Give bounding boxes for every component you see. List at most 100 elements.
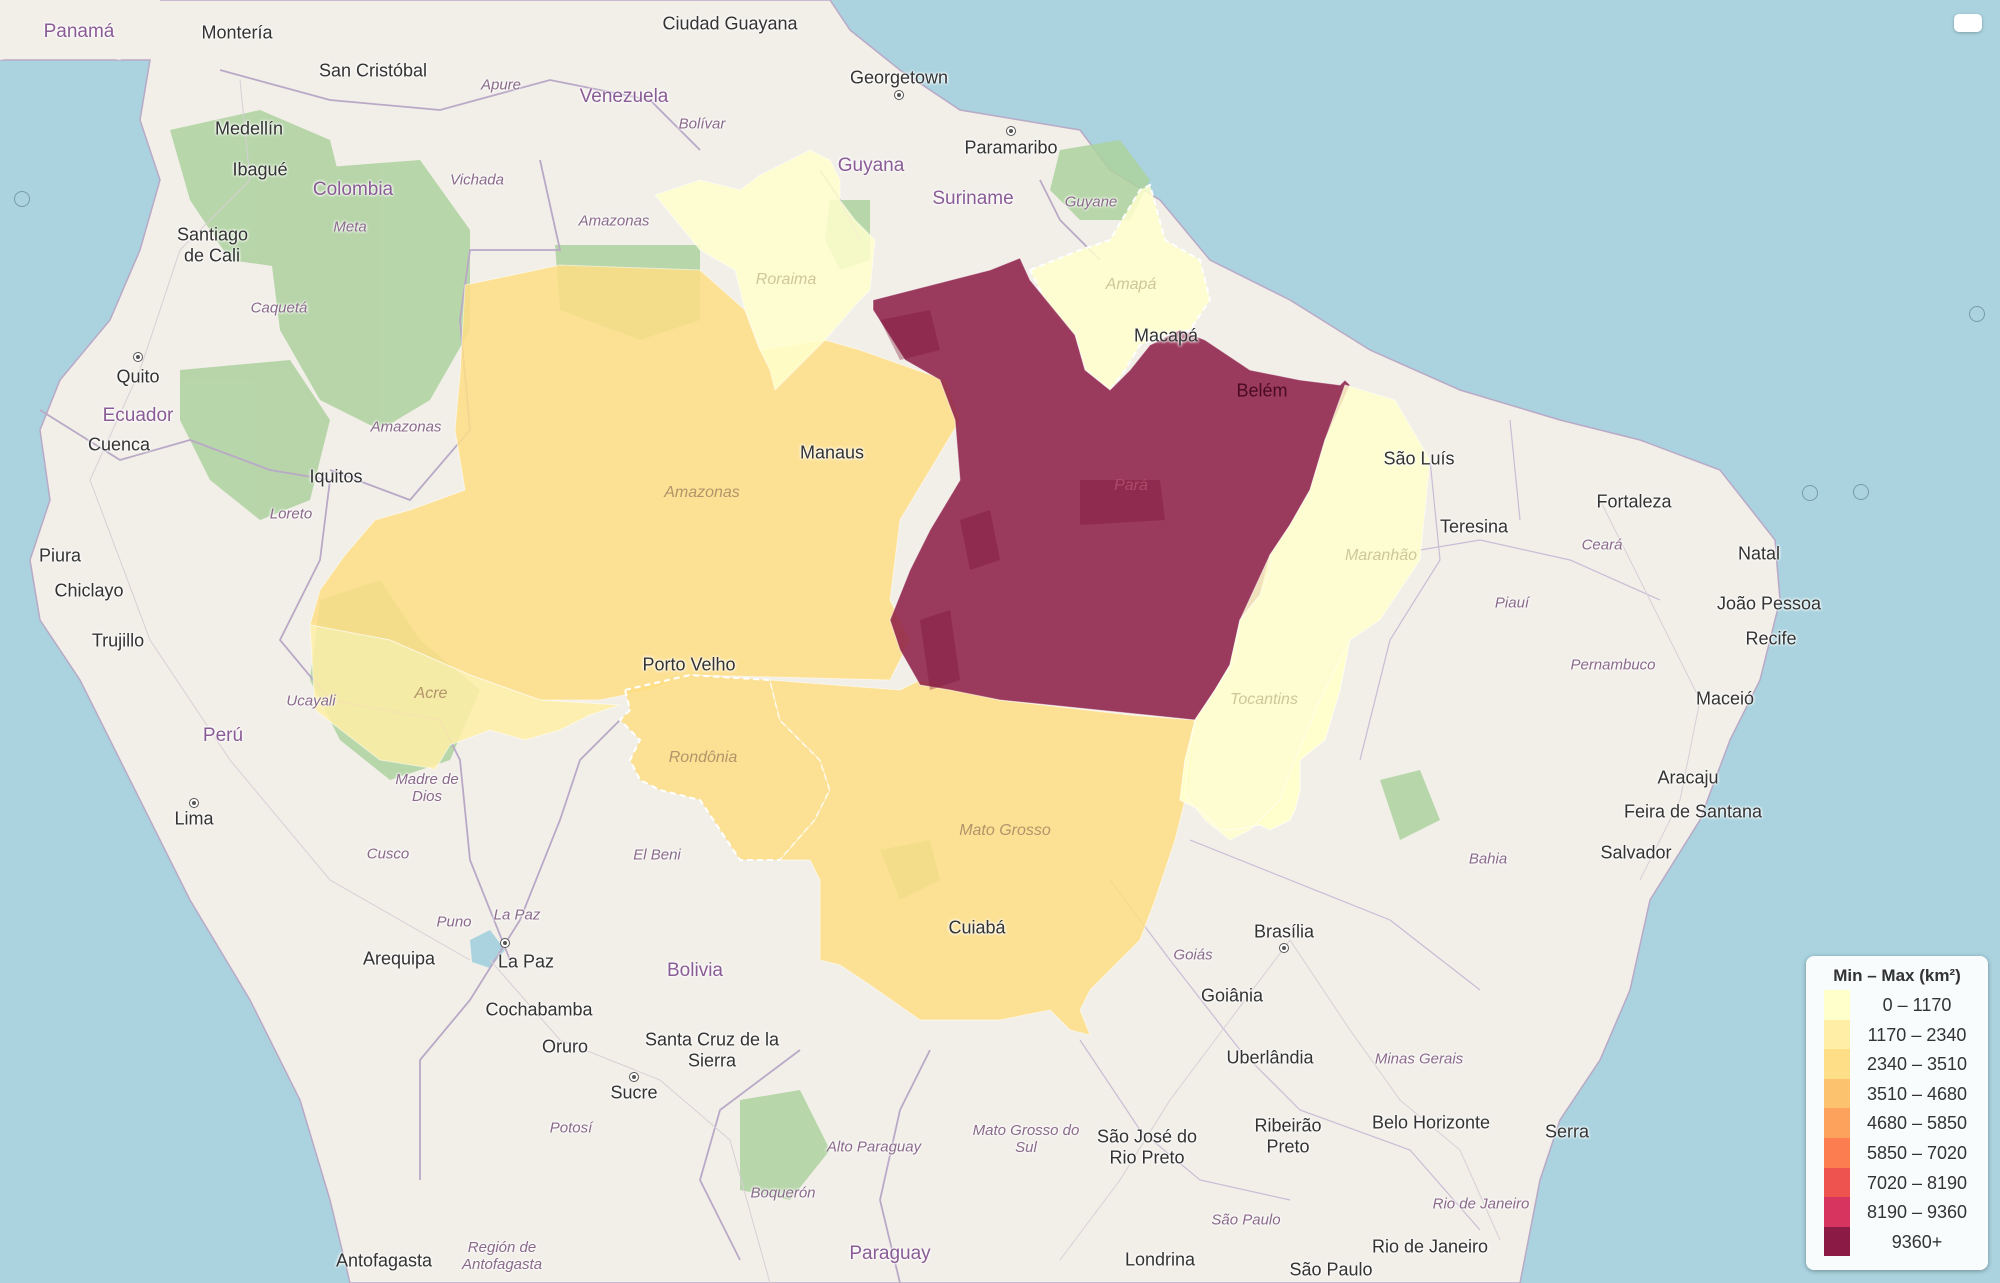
city-label: Medellín — [214, 118, 284, 139]
region-label: Mato Grosso do Sul — [972, 1121, 1080, 1156]
city-label: Porto Velho — [642, 654, 736, 675]
region-label: Caquetá — [250, 299, 308, 317]
capital-marker — [1279, 943, 1289, 953]
legend-item: 9360+ — [1818, 1226, 1976, 1257]
state-label: Pará — [1114, 476, 1148, 494]
city-label: Macapá — [1133, 325, 1199, 346]
region-label: São Paulo — [1211, 1211, 1281, 1229]
city-label: Quito — [116, 366, 160, 387]
state-acre — [309, 624, 621, 771]
capital-marker — [133, 352, 143, 362]
country-label: Ecuador — [102, 405, 174, 427]
para-texture — [880, 310, 1165, 690]
legend-item: 1170 – 2340 — [1818, 1019, 1976, 1050]
city-label: Santa Cruz de la Sierra — [644, 1029, 780, 1070]
legend-item: 0 – 1170 — [1818, 990, 1976, 1020]
city-label: Trujillo — [91, 630, 145, 651]
roads — [89, 79, 1701, 1283]
region-label: Bolívar — [678, 115, 726, 133]
city-label: Lima — [174, 808, 214, 829]
state-mato-grosso — [769, 679, 1196, 1036]
region-label: Alto Paraguay — [826, 1138, 922, 1156]
region-label: Cusco — [366, 845, 410, 863]
city-label: Belo Horizonte — [1371, 1112, 1491, 1133]
region-label: La Paz — [493, 906, 541, 924]
city-label: Santiago de Cali — [177, 224, 249, 265]
state-label: Roraima — [755, 270, 817, 288]
land-panama — [0, 0, 170, 60]
ocean-marker — [1969, 306, 1985, 322]
region-label: Loreto — [269, 505, 313, 523]
state-label: Tocantins — [1230, 690, 1298, 708]
country-label: Colombia — [312, 179, 394, 201]
region-label: Meta — [333, 218, 367, 236]
city-label: Serra — [1544, 1121, 1590, 1142]
city-label: Salvador — [1600, 842, 1672, 863]
city-label: São José do Rio Preto — [1096, 1126, 1198, 1167]
capital-marker — [189, 798, 199, 808]
legend-label: 9360+ — [1891, 1231, 1943, 1252]
region-label: Madre de Dios — [395, 770, 459, 805]
city-label: Londrina — [1124, 1249, 1196, 1270]
city-label: Cochabamba — [485, 999, 593, 1020]
legend-title: Min – Max (km²) — [1833, 966, 1961, 985]
state-label: Acre — [414, 684, 448, 702]
region-label: Boquerón — [750, 1184, 816, 1202]
legend-swatch — [1824, 1167, 1850, 1198]
city-label: Cuenca — [87, 434, 151, 455]
legend-item: 8190 – 9360 — [1818, 1197, 1976, 1227]
capital-marker — [500, 938, 510, 948]
ocean-marker — [1802, 485, 1818, 501]
legend-swatch — [1824, 1078, 1850, 1109]
state-roraima — [654, 149, 876, 391]
city-label: Natal — [1737, 543, 1781, 564]
city-label: Maceió — [1695, 688, 1755, 709]
city-label: Ibagué — [232, 159, 288, 180]
city-label: Goiânia — [1200, 985, 1264, 1006]
city-label: São Paulo — [1289, 1259, 1373, 1280]
legend-swatch — [1824, 1137, 1850, 1168]
city-label: Feira de Santana — [1623, 801, 1763, 822]
city-label: Manaus — [799, 442, 865, 463]
country-label: Suriname — [932, 188, 1014, 210]
city-label: Recife — [1745, 628, 1797, 649]
legend-label: 7020 – 8190 — [1866, 1172, 1968, 1193]
region-label: Piauí — [1494, 594, 1530, 612]
country-label: Perú — [202, 725, 244, 747]
state-label: Amazonas — [664, 483, 740, 501]
region-label: Bahia — [1468, 850, 1508, 868]
legend-item: 5850 – 7020 — [1818, 1137, 1976, 1168]
region-label: Guyane — [1064, 193, 1118, 211]
city-label: Sucre — [610, 1082, 658, 1103]
city-label: Iquitos — [309, 466, 363, 487]
city-label: Ribeirão Preto — [1254, 1115, 1322, 1156]
region-label: Ceará — [1581, 536, 1623, 554]
city-label: Chiclayo — [54, 580, 124, 601]
city-label: Uberlândia — [1226, 1047, 1314, 1068]
legend-swatch — [1824, 1049, 1850, 1079]
country-label: Paraguay — [849, 1243, 931, 1265]
legend-label: 5850 – 7020 — [1866, 1142, 1968, 1163]
layer-toggle-button[interactable] — [1954, 14, 1982, 32]
region-label: Región de Antofagasta — [461, 1238, 543, 1273]
city-label: Antofagasta — [335, 1250, 433, 1271]
region-label: Apure — [480, 76, 522, 94]
city-label: Fortaleza — [1596, 491, 1672, 512]
legend-label: 2340 – 3510 — [1866, 1054, 1968, 1075]
legend-swatch — [1824, 1197, 1850, 1227]
city-label: Ciudad Guayana — [662, 13, 798, 34]
region-label: Ucayali — [286, 692, 336, 710]
city-label: João Pessoa — [1716, 593, 1822, 614]
capital-marker — [894, 90, 904, 100]
legend-label: 1170 – 2340 — [1867, 1024, 1967, 1045]
legend: Min – Max (km²) 0 – 1170 1170 – 2340 2340 … — [1806, 956, 1988, 1271]
legend-rows: 0 – 1170 1170 – 2340 2340 – 3510 3510 – 468… — [1818, 990, 1976, 1257]
choropleth-layer — [309, 149, 1431, 1036]
region-label: Rio de Janeiro — [1432, 1195, 1530, 1213]
city-label: La Paz — [497, 951, 555, 972]
city-label: Arequipa — [362, 948, 436, 969]
city-label: Teresina — [1439, 516, 1509, 537]
city-label: Piura — [38, 545, 82, 566]
country-label: Guyana — [837, 155, 905, 177]
